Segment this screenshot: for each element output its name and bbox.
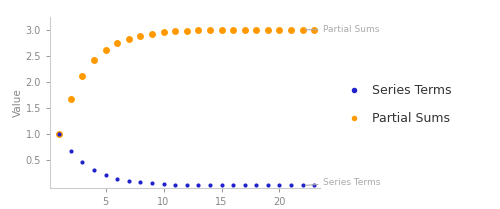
Point xyxy=(148,32,156,35)
Point xyxy=(125,179,133,183)
Point xyxy=(67,97,75,101)
Point xyxy=(264,28,272,31)
Point xyxy=(298,28,306,31)
Point xyxy=(229,184,237,187)
Y-axis label: Value: Value xyxy=(12,88,22,117)
Point xyxy=(160,182,168,186)
Point xyxy=(102,173,110,177)
Point xyxy=(160,31,168,34)
Point xyxy=(56,132,64,135)
Point xyxy=(310,184,318,187)
Point xyxy=(90,59,98,62)
Point xyxy=(240,184,248,187)
Point xyxy=(67,149,75,153)
Point xyxy=(171,30,179,33)
Point xyxy=(287,184,295,187)
Point xyxy=(171,183,179,186)
Point xyxy=(194,184,202,187)
Point xyxy=(206,184,214,187)
Point xyxy=(276,28,283,31)
Legend: Series Terms, Partial Sums: Series Terms, Partial Sums xyxy=(336,79,457,130)
Point xyxy=(298,184,306,187)
Point xyxy=(252,184,260,187)
Point xyxy=(182,183,190,187)
Point xyxy=(206,29,214,32)
Point xyxy=(229,28,237,32)
Point xyxy=(252,28,260,32)
Point xyxy=(276,184,283,187)
Point xyxy=(182,29,190,33)
Point xyxy=(287,28,295,31)
Point xyxy=(218,28,226,32)
Point xyxy=(194,29,202,32)
Text: Partial Sums: Partial Sums xyxy=(306,25,380,34)
Point xyxy=(218,184,226,187)
Point xyxy=(136,34,144,37)
Point xyxy=(56,132,64,135)
Point xyxy=(90,168,98,172)
Point xyxy=(113,42,121,45)
Text: Series Terms: Series Terms xyxy=(306,178,381,187)
Point xyxy=(148,182,156,185)
Point xyxy=(113,177,121,180)
Point xyxy=(136,181,144,184)
Point xyxy=(78,161,86,164)
Point xyxy=(264,184,272,187)
Point xyxy=(102,48,110,52)
Point xyxy=(310,28,318,31)
Point xyxy=(125,37,133,41)
Point xyxy=(240,28,248,32)
Point xyxy=(78,74,86,78)
